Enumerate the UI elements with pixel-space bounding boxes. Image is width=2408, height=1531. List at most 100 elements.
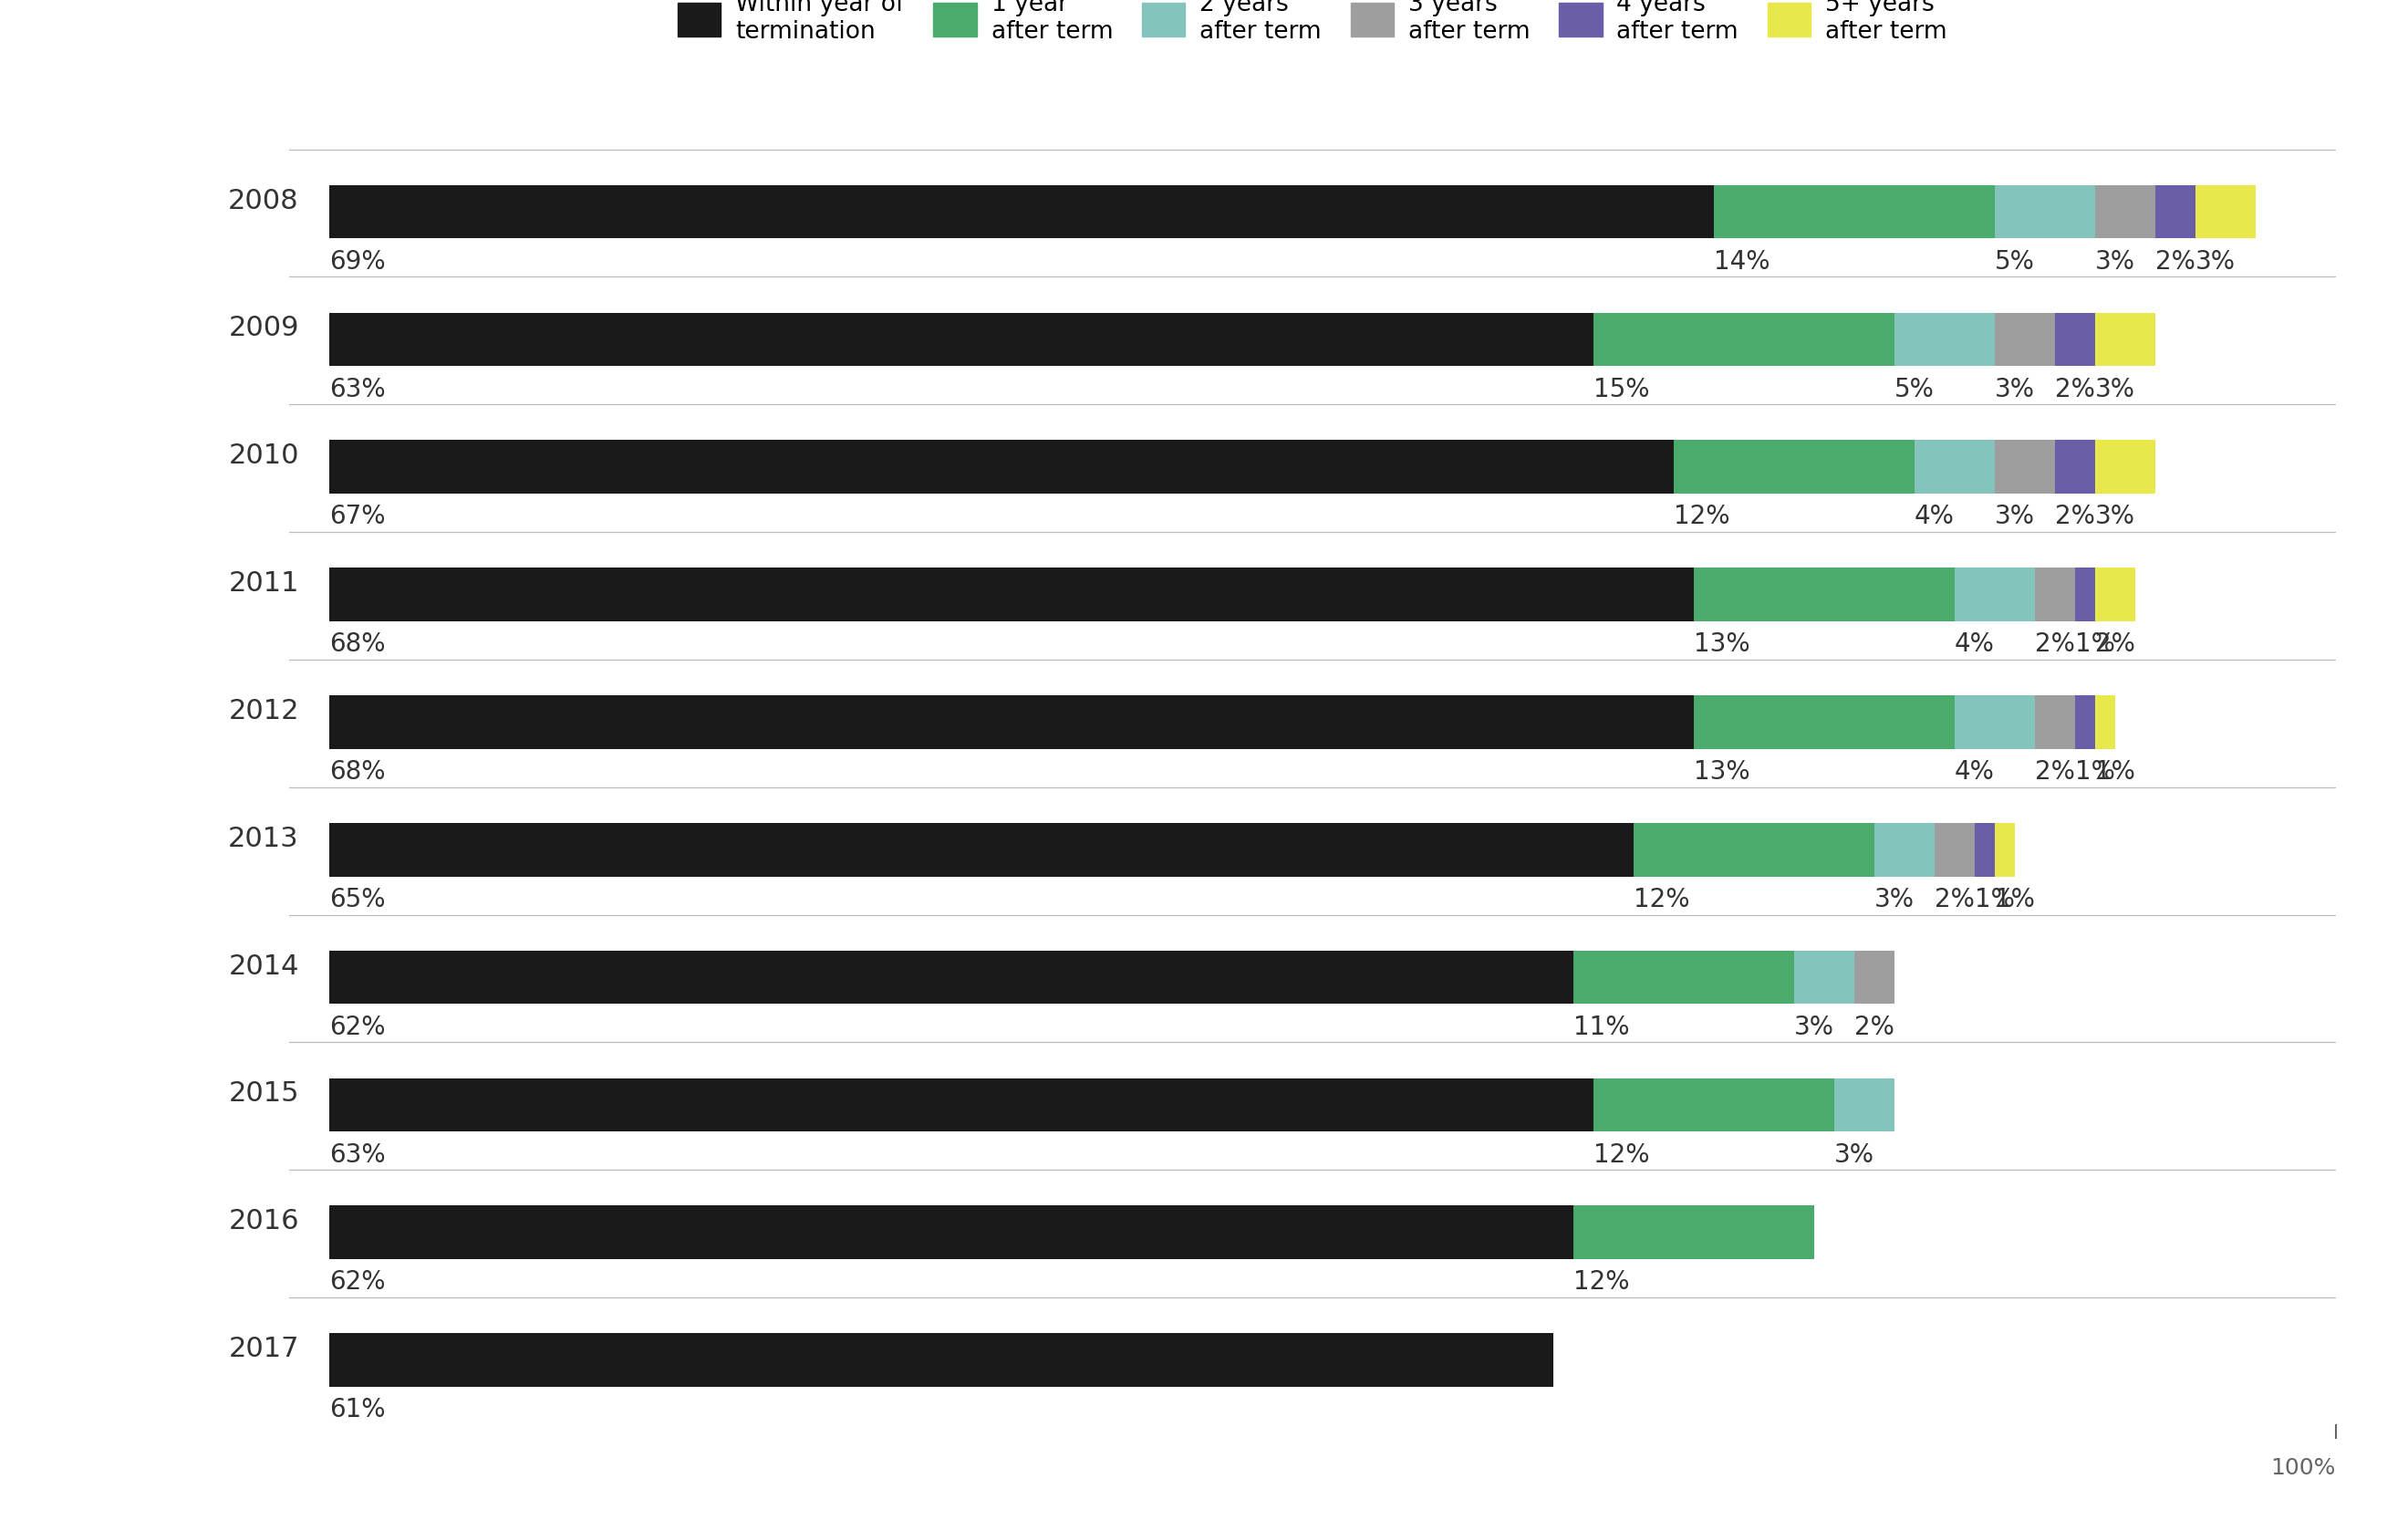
Text: 1%: 1% (2076, 759, 2114, 785)
Text: 1%: 1% (2095, 759, 2136, 785)
Bar (1633, 824, 1873, 876)
Bar (330, 695, 1693, 749)
Text: 61%: 61% (330, 1396, 385, 1422)
Text: 13%: 13% (1693, 759, 1751, 785)
Text: 2016: 2016 (229, 1208, 299, 1234)
Text: 2010: 2010 (229, 442, 299, 468)
Bar (2054, 441, 2095, 493)
Bar (330, 1078, 1594, 1131)
Text: 2017: 2017 (229, 1335, 299, 1363)
Bar (1955, 568, 2035, 622)
Text: 2%: 2% (1854, 1014, 1895, 1040)
Text: 5%: 5% (1994, 248, 2035, 274)
Bar (1693, 568, 1955, 622)
Bar (330, 441, 1674, 493)
Text: 2%: 2% (1934, 886, 1975, 912)
Text: 62%: 62% (330, 1014, 385, 1040)
Text: 2013: 2013 (229, 825, 299, 851)
Text: 68%: 68% (330, 631, 385, 657)
Bar (2095, 185, 2155, 239)
Text: 2%: 2% (2095, 631, 2136, 657)
Text: 69%: 69% (330, 248, 385, 274)
Text: 2%: 2% (2155, 248, 2196, 274)
Bar (1914, 441, 1994, 493)
Bar (2196, 185, 2256, 239)
Text: 12%: 12% (1633, 886, 1690, 912)
Bar (1693, 695, 1955, 749)
Bar (1934, 824, 1975, 876)
Text: 3%: 3% (2095, 248, 2136, 274)
Text: 2%: 2% (2054, 377, 2095, 403)
Text: 3%: 3% (1835, 1142, 1873, 1168)
Bar (330, 312, 1594, 366)
Text: 2009: 2009 (229, 315, 299, 341)
Bar (1594, 1078, 1835, 1131)
Text: 2015: 2015 (229, 1081, 299, 1107)
Text: 5%: 5% (1895, 377, 1934, 403)
Text: 65%: 65% (330, 886, 385, 912)
Bar (1572, 1206, 1813, 1258)
Text: 63%: 63% (330, 377, 385, 403)
Text: 3%: 3% (1873, 886, 1914, 912)
Bar (1873, 824, 1934, 876)
Text: 2%: 2% (2035, 759, 2076, 785)
Text: 1%: 1% (1975, 886, 2015, 912)
Text: 2008: 2008 (229, 187, 299, 214)
Text: 100%: 100% (2271, 1458, 2336, 1479)
Bar (2095, 441, 2155, 493)
Text: 3%: 3% (2196, 248, 2235, 274)
Text: 3%: 3% (2095, 377, 2136, 403)
Bar (1895, 312, 1994, 366)
Bar (1994, 441, 2054, 493)
Text: 4%: 4% (1955, 759, 1994, 785)
Text: 68%: 68% (330, 759, 385, 785)
Bar (1955, 695, 2035, 749)
Bar (330, 824, 1633, 876)
Text: 1%: 1% (1994, 886, 2035, 912)
Bar (330, 185, 1714, 239)
Text: 2012: 2012 (229, 698, 299, 724)
Bar (2054, 312, 2095, 366)
Bar (2095, 695, 2114, 749)
Text: 1%: 1% (2076, 631, 2114, 657)
Text: 63%: 63% (330, 1142, 385, 1168)
Bar (1835, 1078, 1895, 1131)
Bar (1854, 951, 1895, 1004)
Text: 15%: 15% (1594, 377, 1649, 403)
Text: 12%: 12% (1674, 504, 1729, 530)
Bar (1572, 951, 1794, 1004)
Bar (1994, 312, 2054, 366)
Bar (330, 568, 1693, 622)
Text: 13%: 13% (1693, 631, 1751, 657)
Text: 4%: 4% (1914, 504, 1955, 530)
Text: 3%: 3% (2095, 504, 2136, 530)
Bar (2095, 312, 2155, 366)
Bar (330, 1206, 1572, 1258)
Text: 3%: 3% (1794, 1014, 1835, 1040)
Text: 3%: 3% (1994, 504, 2035, 530)
Bar (1674, 441, 1914, 493)
Bar (330, 951, 1572, 1004)
Bar (1714, 185, 1994, 239)
Bar (1994, 185, 2095, 239)
Text: 14%: 14% (1714, 248, 1770, 274)
Bar (2076, 695, 2095, 749)
Text: 2014: 2014 (229, 952, 299, 980)
Text: 12%: 12% (1572, 1269, 1630, 1295)
Text: 12%: 12% (1594, 1142, 1649, 1168)
Bar (2076, 568, 2095, 622)
Bar (1794, 951, 1854, 1004)
Bar (330, 1334, 1553, 1387)
Bar (1994, 824, 2015, 876)
Text: 62%: 62% (330, 1269, 385, 1295)
Text: 3%: 3% (1994, 377, 2035, 403)
Bar (2155, 185, 2196, 239)
Bar (2095, 568, 2136, 622)
Text: 2%: 2% (2054, 504, 2095, 530)
Text: 4%: 4% (1955, 631, 1994, 657)
Bar (2035, 695, 2076, 749)
Bar (1975, 824, 1994, 876)
Text: 67%: 67% (330, 504, 385, 530)
Text: 11%: 11% (1572, 1014, 1630, 1040)
Text: 2011: 2011 (229, 570, 299, 597)
